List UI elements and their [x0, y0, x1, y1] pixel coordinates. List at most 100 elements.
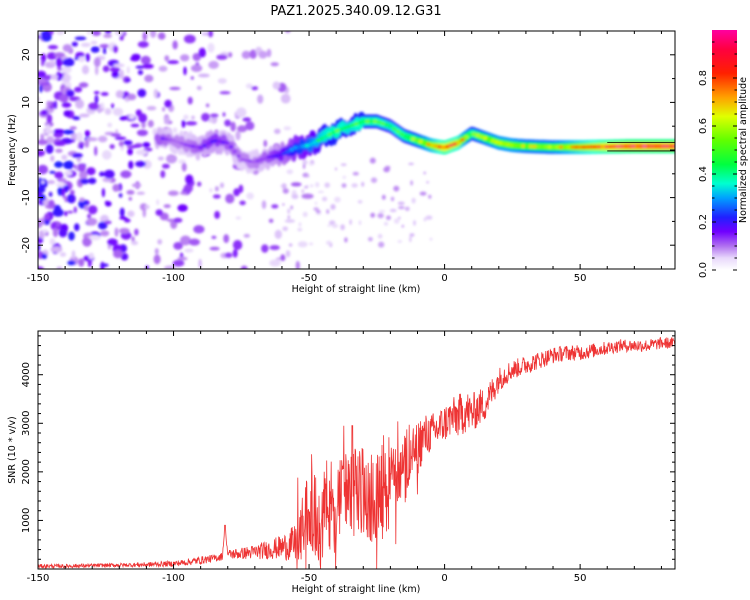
noise-blob: [84, 139, 90, 148]
noise-blob: [130, 56, 140, 62]
noise-blob: [251, 86, 259, 91]
ridge-core: [634, 144, 640, 148]
noise-blob: [76, 132, 83, 142]
noise-blob: [201, 112, 210, 122]
noise-blob: [119, 69, 124, 79]
noise-blob: [39, 83, 43, 93]
noise-blob: [232, 240, 243, 250]
noise-blob: [86, 31, 92, 35]
ridge-core: [414, 138, 420, 142]
noise-blob: [208, 119, 215, 123]
noise-blob: [48, 191, 53, 197]
ridge-core: [338, 127, 344, 131]
ridge-core: [471, 132, 477, 136]
noise-blob: [172, 40, 178, 50]
noise-blob: [245, 121, 255, 131]
noise-blob: [383, 167, 390, 173]
noise-blob: [401, 224, 404, 228]
noise-blob: [280, 184, 285, 187]
noise-blob: [138, 113, 148, 123]
noise-blob: [50, 246, 63, 253]
noise-blob: [235, 216, 242, 220]
ridge-core: [540, 145, 545, 149]
noise-blob: [239, 200, 246, 206]
noise-blob: [61, 73, 71, 83]
noise-blob: [114, 227, 119, 237]
noise-blob: [287, 208, 291, 214]
ridge-core: [289, 148, 294, 152]
spectrogram-x-axis: -150 -100 -50 0 50: [27, 31, 662, 284]
noise-blob: [257, 94, 264, 104]
noise-blob: [104, 108, 112, 115]
noise-blob: [78, 82, 89, 88]
noise-blob: [324, 182, 331, 188]
noise-blob: [177, 256, 188, 261]
noise-blob: [368, 237, 373, 242]
ridge-core: [319, 136, 325, 140]
x-tick-label: -50: [301, 273, 317, 284]
noise-blob: [266, 48, 272, 58]
ridge-core: [255, 159, 260, 163]
noise-blob: [127, 148, 133, 156]
noise-blob: [317, 190, 325, 193]
ridge-core: [577, 145, 583, 149]
noise-blob: [135, 149, 148, 156]
noise-blob: [79, 113, 90, 118]
ridge-core: [593, 145, 598, 149]
ridge-core: [331, 130, 336, 134]
noise-blob: [93, 91, 100, 95]
noise-blob: [272, 81, 281, 90]
ridge-core: [513, 143, 518, 148]
noise-blob: [180, 235, 191, 246]
noise-blob: [241, 50, 251, 60]
colorbar-gradient: [712, 30, 737, 270]
noise-blob: [150, 31, 157, 38]
noise-blob: [282, 226, 289, 232]
noise-blob: [423, 171, 427, 175]
ridge-core: [650, 144, 655, 148]
noise-blob: [115, 90, 124, 99]
noise-blob: [315, 182, 320, 188]
noise-blob: [78, 258, 85, 267]
ridge-core: [399, 132, 404, 136]
noise-blob: [157, 32, 166, 40]
noise-blob: [389, 208, 397, 213]
ridge-core: [502, 142, 507, 146]
noise-blob: [198, 258, 202, 269]
noise-blob: [335, 167, 337, 171]
noise-blob: [144, 204, 150, 210]
noise-blob: [100, 102, 105, 110]
noise-blob: [302, 163, 306, 169]
ridge-core: [426, 142, 431, 146]
noise-blob: [84, 130, 91, 137]
ridge-core: [312, 140, 317, 144]
noise-blob: [164, 116, 170, 125]
ridge-core: [555, 145, 560, 149]
noise-blob: [154, 248, 159, 255]
ridge-core: [259, 158, 264, 162]
noise-blob: [87, 213, 92, 219]
noise-blob: [238, 184, 244, 193]
ridge-core: [490, 139, 495, 143]
ridge-core: [361, 119, 366, 123]
noise-blob: [107, 238, 118, 246]
ridge-core: [217, 139, 222, 143]
ridge-core: [190, 144, 196, 148]
noise-blob: [38, 266, 44, 269]
noise-blob: [286, 169, 294, 175]
noise-blob: [90, 40, 98, 45]
ridge-core: [547, 145, 552, 149]
noise-blob: [397, 240, 403, 243]
ridge-core: [232, 149, 237, 154]
noise-blob: [136, 191, 145, 195]
noise-blob: [411, 197, 416, 204]
ridge-core: [179, 141, 184, 145]
noise-blob: [181, 119, 186, 128]
noise-blob: [71, 153, 83, 158]
noise-blob: [162, 163, 170, 169]
noise-blob: [53, 129, 65, 134]
noise-blob: [69, 126, 77, 130]
ridge-core: [467, 132, 473, 137]
ridge-core: [251, 160, 256, 164]
